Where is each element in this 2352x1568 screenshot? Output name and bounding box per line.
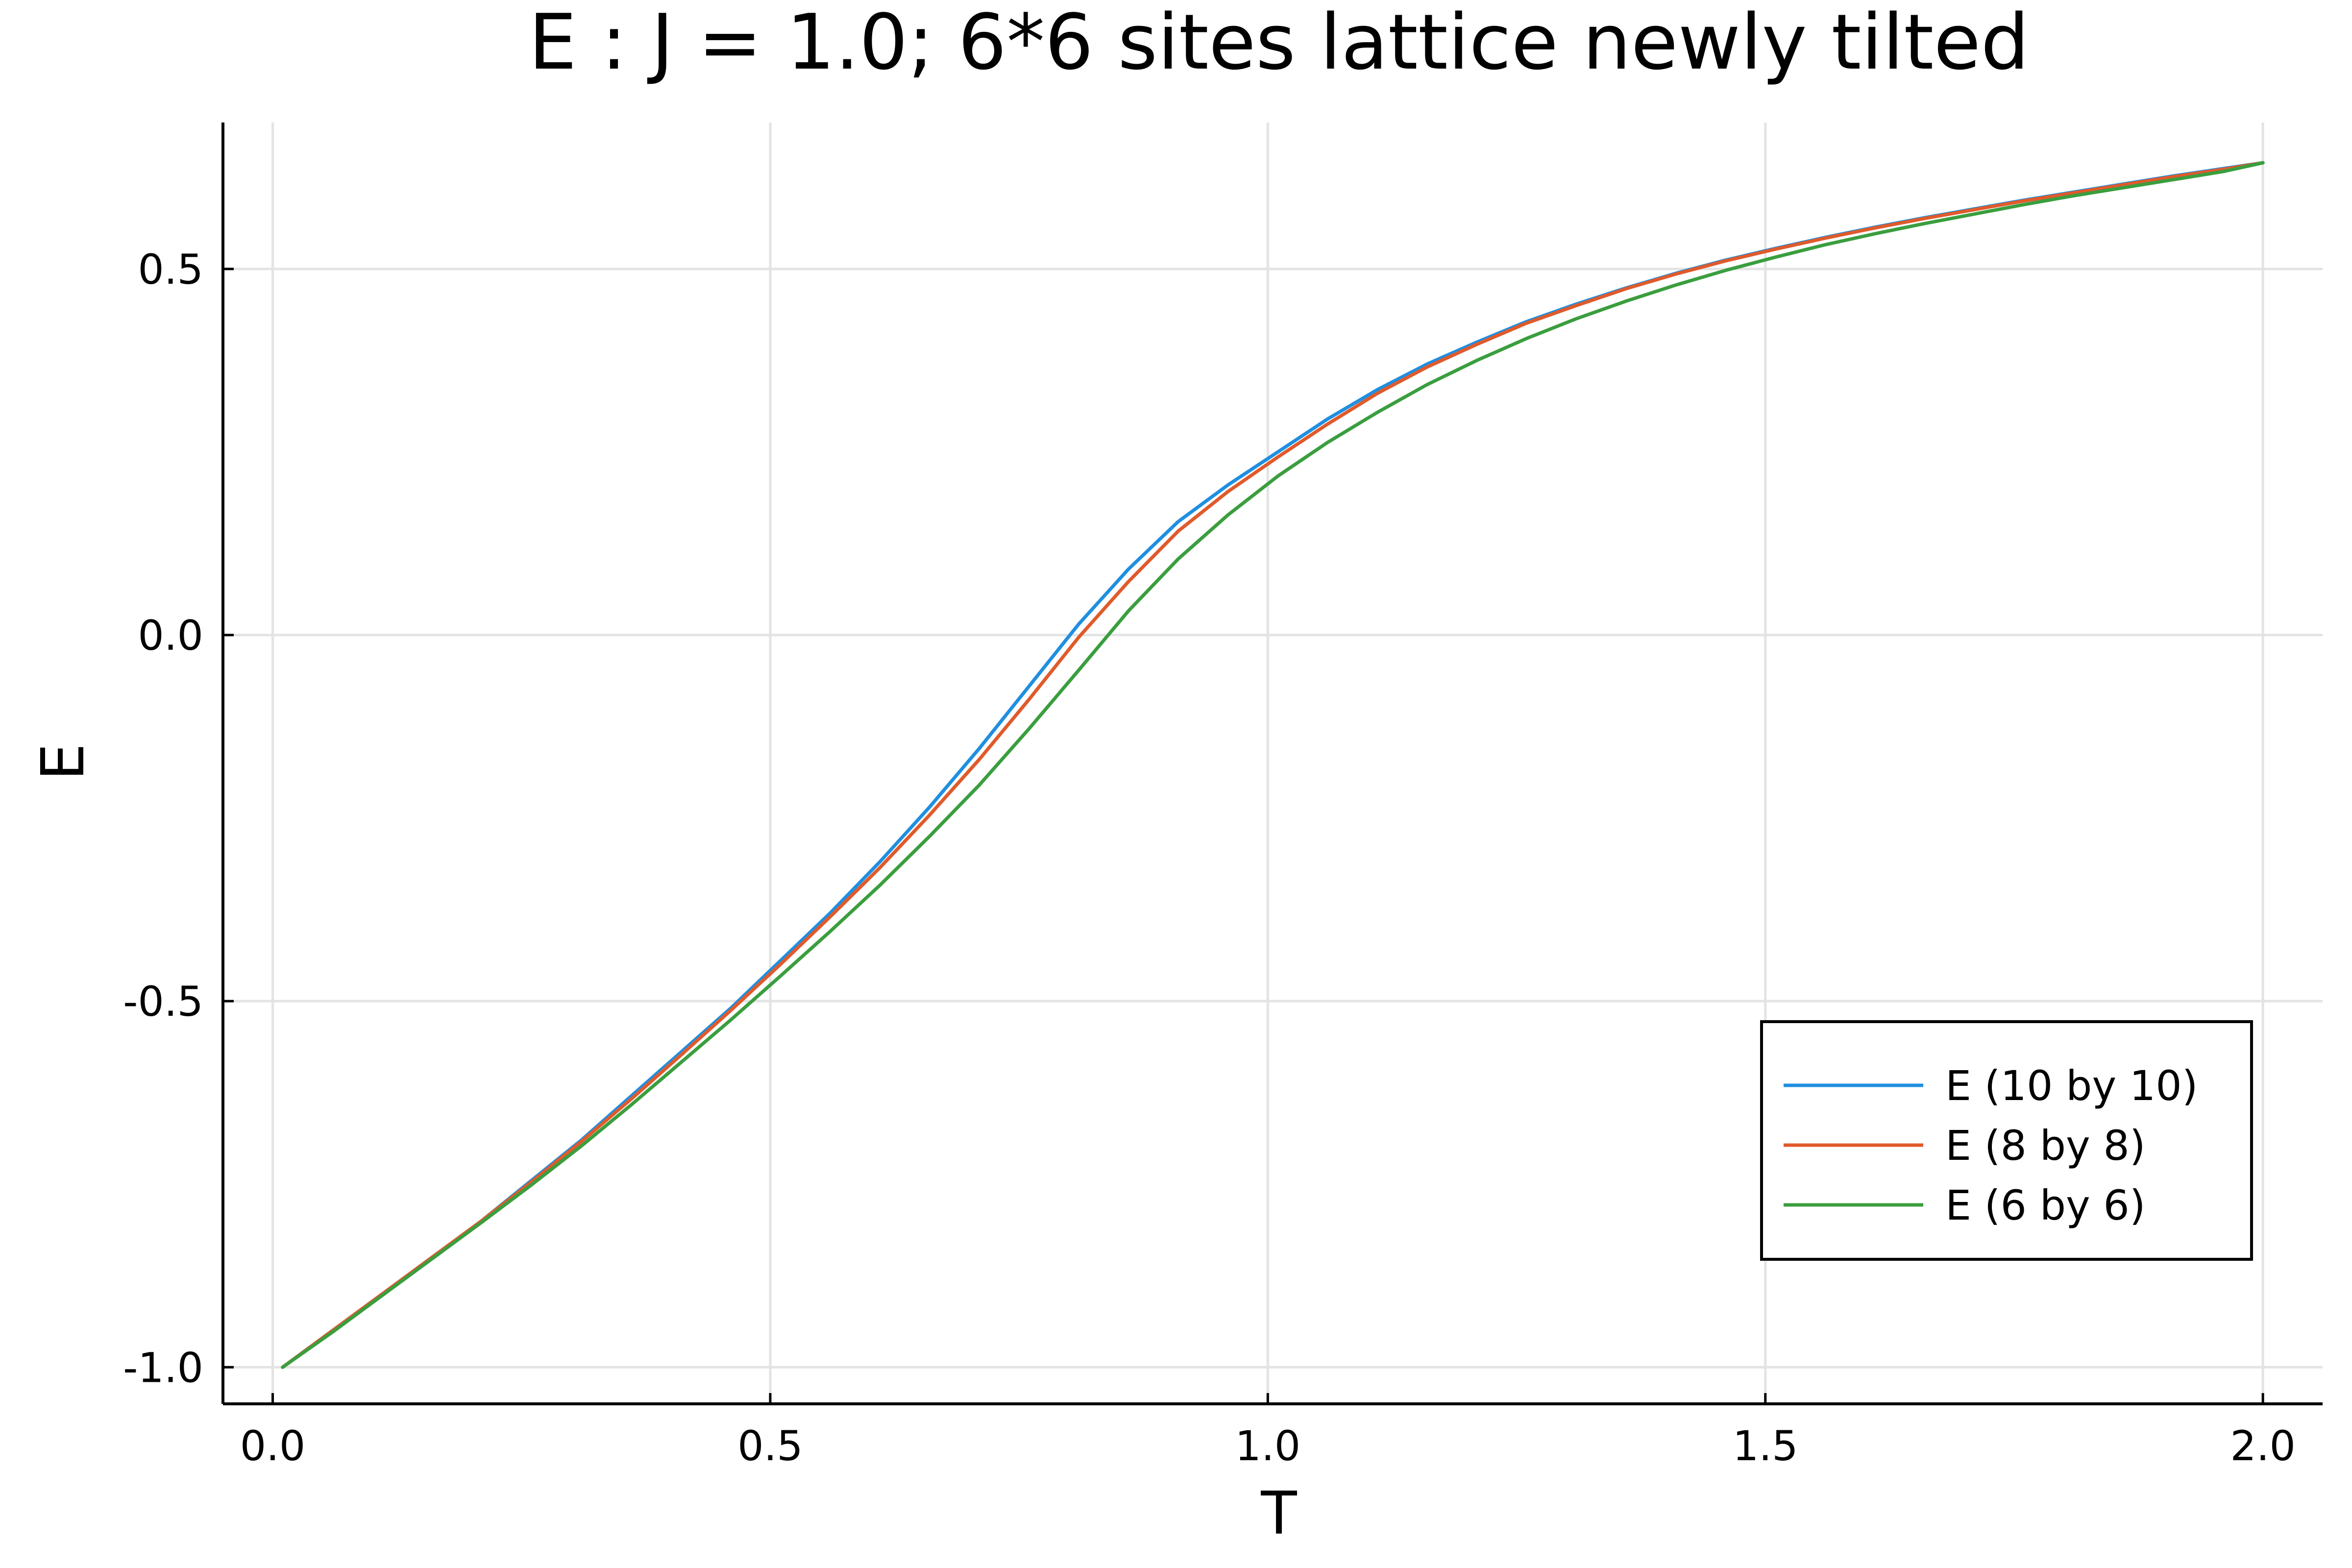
y-tick-label: 0.5 [138,245,203,294]
legend: E (10 by 10) E (8 by 8) E (6 by 6) [1760,1020,2253,1261]
series-line-3 [281,161,2265,1369]
y-axis-label: E [29,743,98,781]
series-line-2 [281,161,2265,1369]
x-tick-label: 0.0 [240,1422,306,1470]
legend-label-1: E (10 by 10) [1945,1062,2198,1110]
x-tick-label: 2.0 [2230,1422,2296,1470]
grid [223,122,2323,1404]
tick-labels: 0.0 0.5 1.0 1.5 2.0 -1.0 -0.5 0.0 0.5 [123,245,2296,1470]
axes [221,122,2323,1405]
legend-label-3: E (6 by 6) [1945,1181,2146,1229]
y-tick-label: -0.5 [123,978,203,1026]
y-tick-label: 0.0 [138,612,203,660]
legend-label-2: E (8 by 8) [1945,1122,2146,1170]
x-tick-label: 1.5 [1733,1422,1798,1470]
x-tick-label: 0.5 [737,1422,803,1470]
chart-title: E : J = 1.0; 6*6 sites lattice newly til… [529,0,2030,87]
y-tick-label: -1.0 [123,1344,203,1392]
legend-box [1760,1020,2253,1261]
plot-area [281,161,2265,1369]
x-tick-label: 1.0 [1235,1422,1301,1470]
x-axis-label: T [1260,1480,1297,1548]
